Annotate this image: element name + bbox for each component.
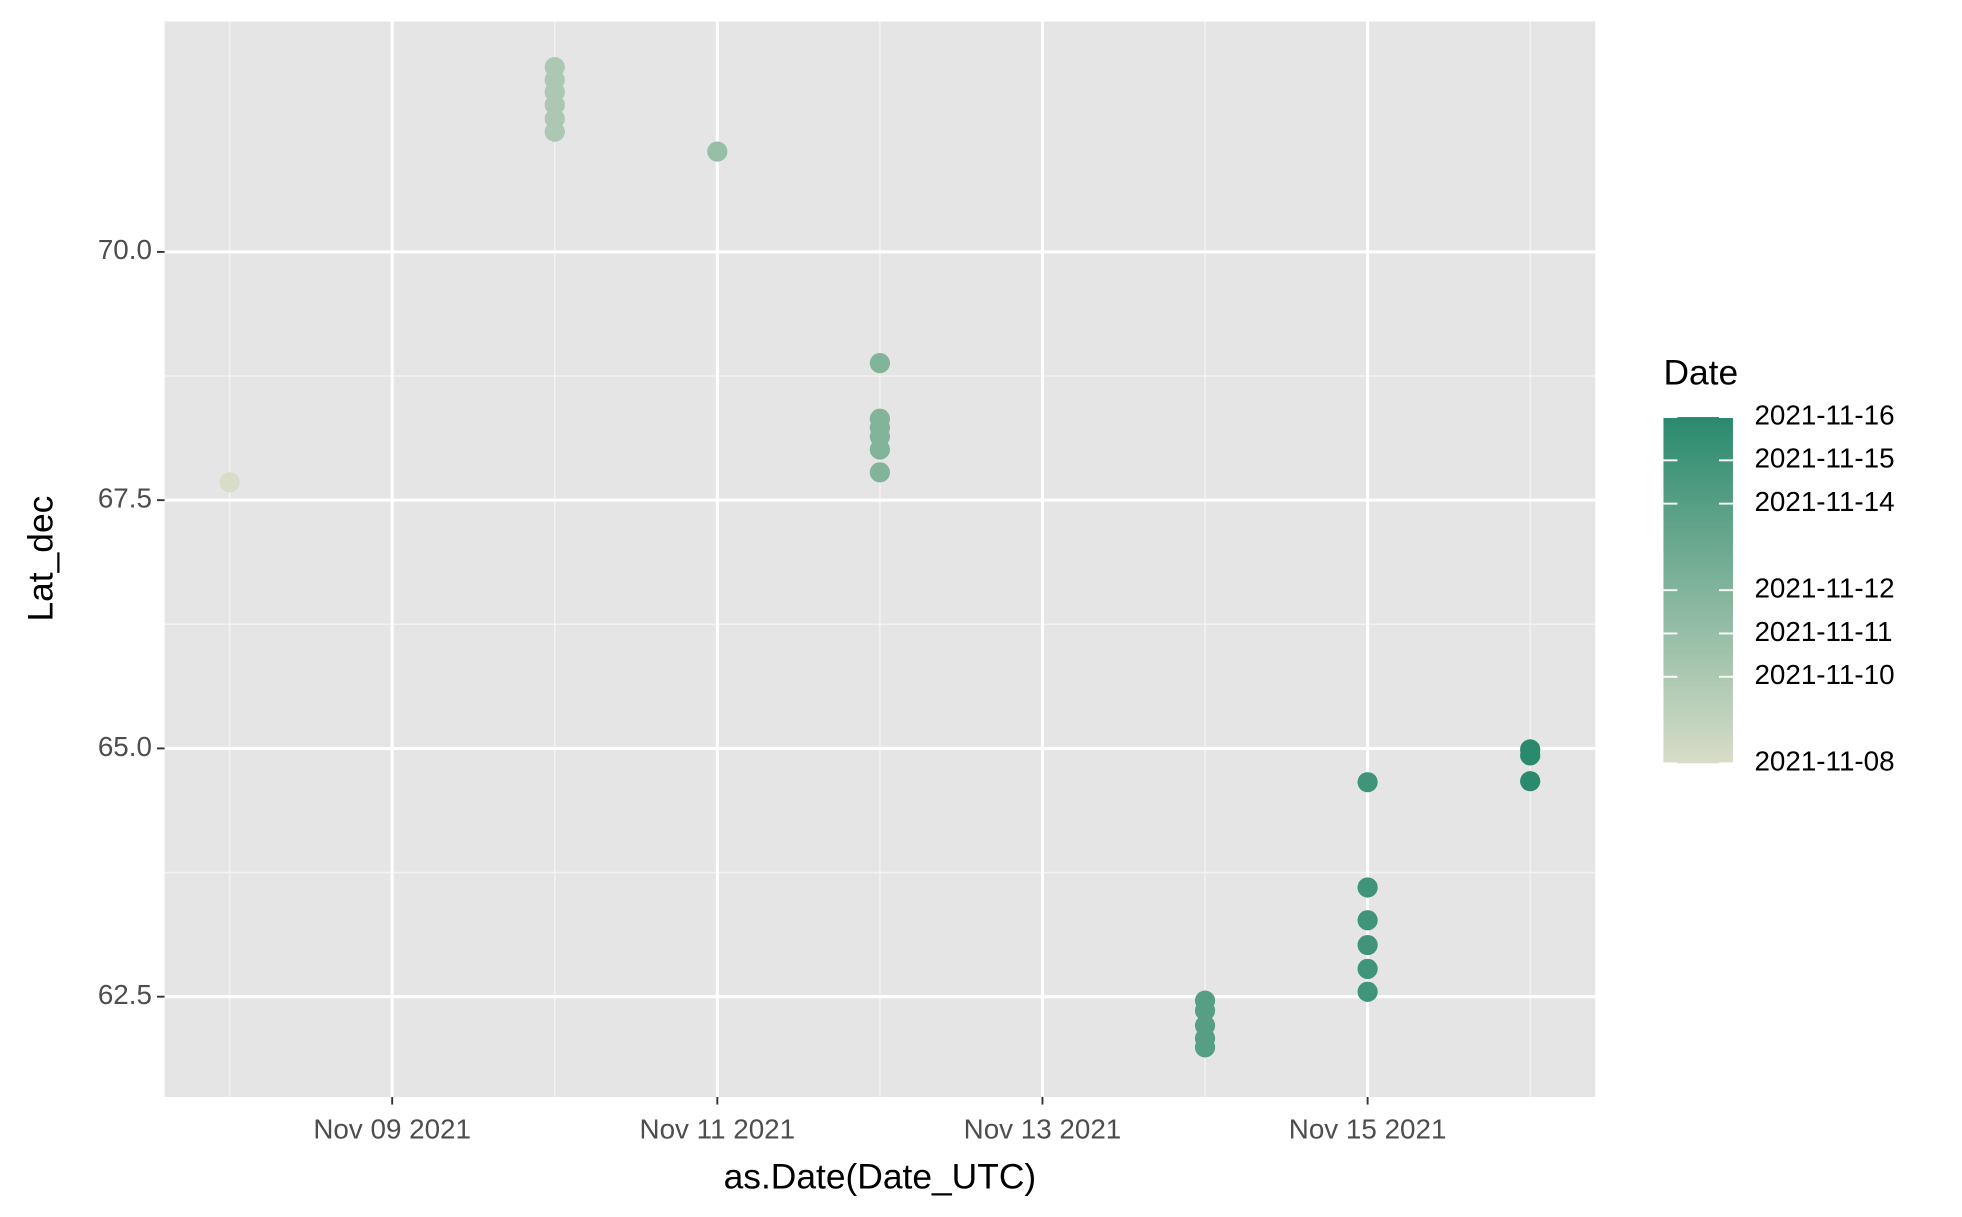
point (869, 462, 891, 483)
legend-label: 2021-11-12 (1754, 573, 1894, 604)
legend-label: 2021-11-15 (1754, 443, 1894, 474)
point (1357, 981, 1378, 1002)
point (1357, 958, 1378, 979)
legend-label: 2021-11-08 (1754, 746, 1894, 777)
point (1194, 1000, 1216, 1021)
point (219, 472, 240, 493)
point (1357, 772, 1378, 793)
legend-title: Date (1663, 354, 1738, 393)
x-tick-label: Nov 13 2021 (964, 1113, 1122, 1144)
point (1357, 934, 1378, 956)
y-tick-label: 62.5 (98, 979, 152, 1010)
y-tick-label: 67.5 (98, 482, 152, 513)
x-tick-label: Nov 15 2021 (1289, 1113, 1447, 1144)
point (1520, 745, 1541, 766)
y-tick-label: 65.0 (98, 731, 152, 762)
point (544, 94, 565, 116)
point (1357, 910, 1378, 931)
x-axis-title: as.Date(Date_UTC) (724, 1157, 1037, 1196)
point (1357, 877, 1378, 898)
legend-label: 2021-11-16 (1754, 399, 1894, 430)
x-tick-label: Nov 11 2021 (640, 1113, 796, 1144)
x-tick-label: Nov 09 2021 (313, 1113, 471, 1144)
point (707, 141, 728, 162)
y-tick-label: 70.0 (98, 234, 152, 265)
y-axis-title: Lat_dec (22, 496, 61, 622)
legend-label: 2021-11-14 (1754, 486, 1894, 517)
point (1194, 1037, 1216, 1058)
point (869, 352, 891, 374)
legend-label: 2021-11-11 (1754, 616, 1892, 647)
point (1520, 771, 1541, 792)
legend-label: 2021-11-10 (1754, 659, 1894, 690)
point (869, 439, 891, 460)
point (544, 121, 565, 142)
